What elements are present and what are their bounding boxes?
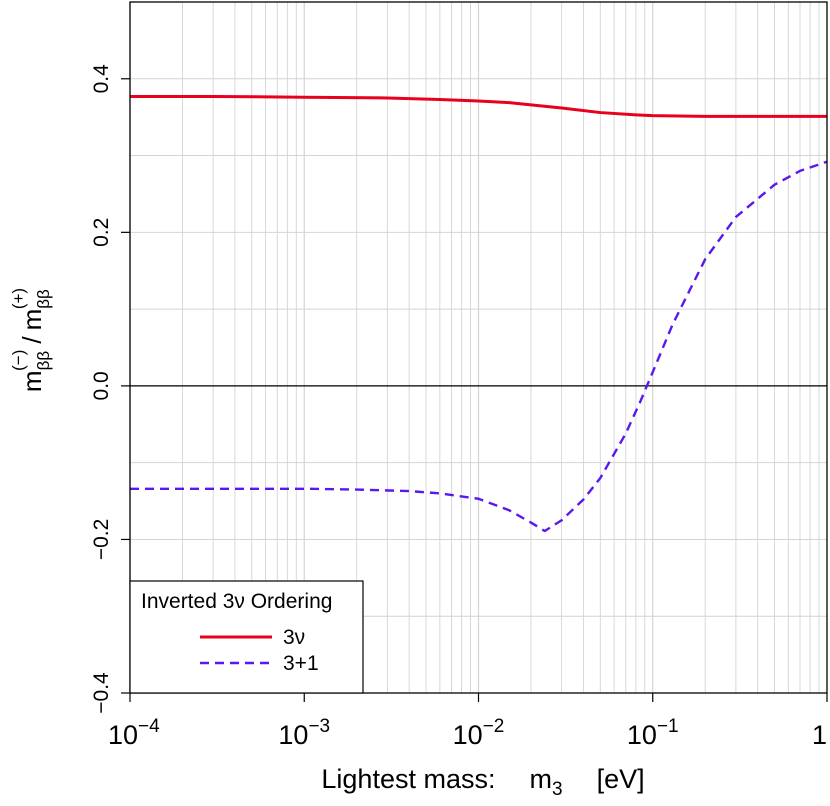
y-tick-label: 0.2	[90, 218, 113, 247]
y-label-separator: /	[17, 336, 47, 344]
x-tick-label: 10−1	[627, 716, 679, 750]
x-tick-exponent: −1	[657, 716, 679, 737]
y-axis-label: mββ(−)/mββ(+)	[9, 288, 53, 392]
y-label-den-sub: ββ	[34, 289, 53, 309]
x-tick-base: 10	[278, 720, 308, 750]
svg-text:mββ(−)/mββ(+): mββ(−)/mββ(+)	[9, 288, 53, 392]
x-axis-label: Lightest mass: m3 [eV]	[321, 764, 644, 800]
x-axis-label-unit: [eV]	[597, 764, 645, 794]
y-tick-group: 0.4	[90, 64, 113, 94]
x-axis-label-symbol: m	[529, 764, 552, 794]
y-tick-label: 0.4	[90, 64, 113, 94]
legend-title: Inverted 3ν Ordering	[141, 590, 332, 613]
x-tick-label: 10−2	[453, 716, 505, 750]
y-tick-group: −0.4	[90, 672, 113, 714]
x-tick-exponent: −2	[483, 716, 505, 737]
series-layer	[130, 94, 828, 533]
y-tick-group: 0.0	[90, 371, 113, 400]
x-axis-label-subscript: 3	[552, 779, 563, 800]
x-tick-label: 1	[812, 720, 827, 750]
y-tick-label: −0.2	[90, 519, 113, 560]
x-axis-label-prefix: Lightest mass:	[321, 764, 495, 794]
y-tick-label: 0.0	[90, 371, 113, 400]
y-label-den-sup: (+)	[9, 288, 28, 309]
y-tick-group: 0.2	[90, 218, 113, 247]
y-tick-label: −0.4	[90, 672, 113, 714]
y-axis-ticks: −0.4 −0.2 0.0 0.2 0.4	[90, 64, 130, 714]
legend-label-3nu: 3ν	[283, 626, 305, 649]
x-tick-base: 10	[108, 720, 138, 750]
x-tick-exponent: −3	[308, 716, 330, 737]
x-tick-exponent: −4	[138, 716, 160, 737]
y-tick-group: −0.2	[90, 519, 113, 560]
x-tick-base: 1	[812, 720, 827, 750]
x-tick-base: 10	[627, 720, 657, 750]
x-tick-label: 10−4	[108, 716, 160, 750]
y-label-num-sup: (−)	[9, 350, 28, 371]
y-label-num-sub: ββ	[34, 351, 53, 371]
x-tick-label: 10−3	[278, 716, 330, 750]
legend: Inverted 3ν Ordering 3ν 3+1	[129, 580, 364, 694]
legend-label-3plus1: 3+1	[283, 652, 319, 675]
y-label-num-main: m	[17, 370, 47, 392]
series-line-3nu	[130, 94, 827, 118]
y-label-den-main: m	[17, 309, 47, 331]
x-tick-base: 10	[453, 720, 483, 750]
series-line-3plus1	[130, 160, 828, 533]
x-axis-ticks: 10−4 10−3 10−2 10−1 1	[108, 693, 828, 750]
